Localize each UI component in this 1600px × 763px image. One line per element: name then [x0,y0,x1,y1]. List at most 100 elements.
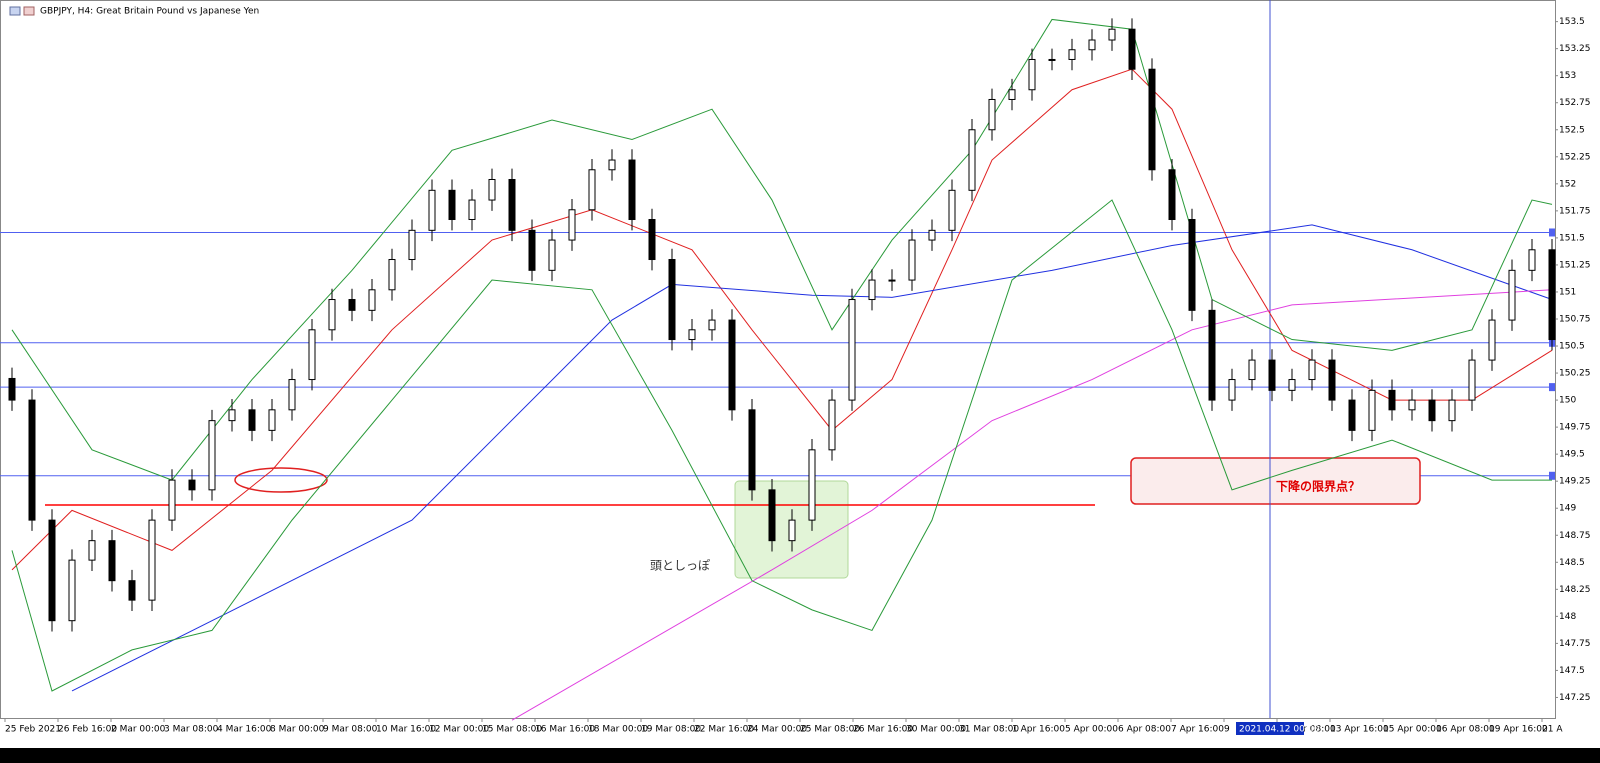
candle-body [648,219,656,261]
indicator-line [11,18,1553,481]
candle-body [1028,58,1036,91]
candle-body [348,299,356,311]
x-tick-label: 4 Mar 16:00 [217,725,272,735]
y-tick-label: 150 [1559,396,1576,406]
price-marker [1549,228,1555,237]
candle-body [1148,68,1156,171]
y-tick-label: 148.75 [1559,531,1591,541]
candle-body [188,479,196,491]
candle-body [488,179,496,201]
y-tick-label: 149.25 [1559,477,1591,487]
candle-body [988,98,996,131]
y-tick-label: 152.75 [1559,98,1591,108]
candle-body [1308,359,1316,381]
candle-body [1068,49,1076,60]
candle-body [688,329,696,341]
candle-body [568,209,576,241]
candle-body [88,540,96,561]
candle-body [508,179,516,231]
candle-body [148,519,156,601]
candle-body [1508,269,1516,321]
candle-body [968,129,976,191]
y-tick-label: 148.25 [1559,585,1591,595]
x-tick-label: 30 Mar 00:00 [906,725,966,735]
y-tick-label: 147.75 [1559,639,1591,649]
candle-body [828,399,836,451]
y-tick-label: 148.5 [1559,558,1585,568]
y-tick-label: 152.25 [1559,152,1591,162]
y-tick-label: 153 [1559,71,1576,81]
candle-body [1428,399,1436,422]
candle-body [888,279,896,282]
y-tick-label: 153.5 [1559,17,1585,27]
y-tick-label: 149.5 [1559,450,1585,460]
candle-body [1548,249,1556,341]
candle-body [1288,379,1296,391]
candle-body [1368,389,1376,431]
candle-body [1008,89,1016,100]
y-tick-label: 153.25 [1559,44,1591,54]
candle-body [108,540,116,582]
y-tick-label: 147.5 [1559,666,1585,676]
x-tick-label: 10 Mar 16:00 [376,725,436,735]
candle-body [1128,28,1136,70]
y-tick-label: 149.75 [1559,423,1591,433]
candle-body [808,449,816,521]
x-tick-label: 12 Apr 08:00 [1277,725,1336,735]
candle-body [1088,39,1096,51]
candle-body [728,319,736,411]
candle-body [228,409,236,422]
x-tick-label: 6 Apr 08:00 [1118,725,1171,735]
x-tick-label: 3 Mar 08:00 [164,725,219,735]
y-tick-label: 151.25 [1559,260,1591,270]
price-marker [1549,471,1555,480]
candle-body [768,489,776,542]
annotation-text: 下降の限界点？ [1276,479,1360,494]
candle-body [1108,28,1116,41]
x-tick-label: 8 Mar 00:00 [270,725,325,735]
candle-body [628,159,636,221]
candle-body [1268,359,1276,391]
x-tick-label: 2 Mar 00:00 [111,725,166,735]
x-tick-label: 21 A [1542,725,1563,735]
candle-body [1448,399,1456,422]
annotation-box [1130,457,1421,505]
candle-body [1348,399,1356,431]
x-tick-label: 15 Apr 00:00 [1383,725,1442,735]
x-tick-label: 7 Apr 16:00 [1171,725,1224,735]
x-tick-label: 5 Apr 00:00 [1065,725,1118,735]
indicator-line [511,289,1553,721]
candle-body [528,229,536,271]
candle-body [588,169,596,211]
candle-body [1468,359,1476,401]
candle-body [1208,309,1216,401]
candle-body [1168,169,1176,221]
x-tick-label: 13 Apr 16:00 [1330,725,1389,735]
x-tick-label: 18 Mar 00:00 [588,725,648,735]
indicator-line [11,68,1553,571]
y-tick-label: 150.75 [1559,314,1591,324]
candle-body [748,409,756,491]
candle-body [8,377,16,401]
candle-body [308,329,316,381]
y-tick-label: 151 [1559,287,1576,297]
indicator-line [11,199,1552,692]
candle-body [608,159,616,171]
x-tick-label: 19 Apr 16:00 [1489,725,1548,735]
y-tick-label: 147.25 [1559,693,1591,703]
y-tick-label: 152.5 [1559,125,1585,135]
y-tick-label: 148 [1559,612,1576,622]
candle-body [1408,399,1416,411]
x-tick-label: 25 Mar 08:00 [800,725,860,735]
x-tick-label: 1 Apr 16:00 [1012,725,1065,735]
circle-annotation [234,467,328,493]
y-tick-label: 150.5 [1559,342,1585,352]
candle-body [48,519,56,622]
x-tick-label: 9 Mar 08:00 [323,725,378,735]
candle-body [868,279,876,301]
candle-body [28,399,36,521]
status-bar [0,748,1600,763]
candle-body [668,259,676,341]
candle-body [328,299,336,331]
